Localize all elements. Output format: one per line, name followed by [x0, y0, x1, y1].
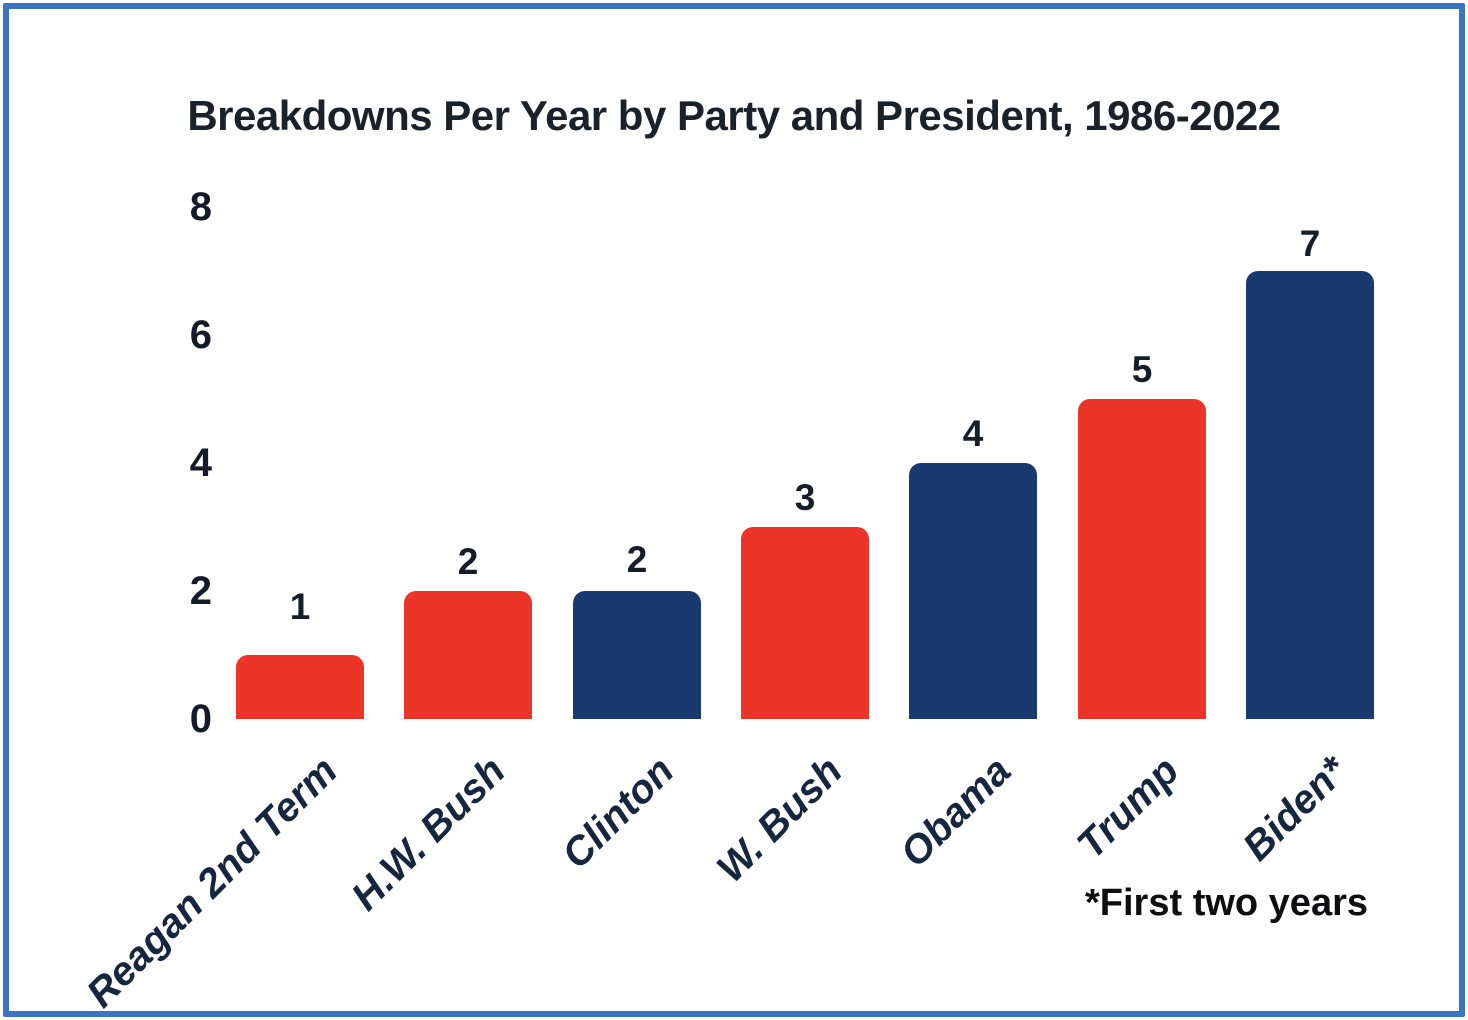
y-tick-label-4: 4	[189, 441, 212, 485]
bar-value-label-biden: 7	[1299, 223, 1321, 264]
bar-value-label-h-w-bush: 2	[457, 541, 479, 582]
x-axis-label-obama: Obama	[892, 748, 1020, 876]
y-tick-label-0: 0	[189, 697, 212, 741]
bar-value-label-w-bush: 3	[794, 477, 816, 518]
x-axis-label-h-w-bush: H.W. Bush	[343, 748, 515, 920]
bar-value-label-obama: 4	[962, 413, 984, 454]
bar-value-label-clinton: 2	[626, 539, 648, 580]
bar-reagan-2nd-term	[236, 655, 364, 719]
bar-biden	[1246, 271, 1374, 719]
x-axis-label-w-bush: W. Bush	[708, 748, 851, 891]
bar-h-w-bush	[404, 591, 532, 719]
x-axis-label-reagan-2nd-term: Reagan 2nd Term	[78, 748, 346, 1016]
x-axis-label-biden: Biden*	[1234, 748, 1356, 870]
y-tick-label-6: 6	[189, 313, 212, 357]
bar-value-label-reagan-2nd-term: 1	[289, 586, 311, 627]
footnote: *First two years	[1085, 882, 1368, 924]
x-axis-label-trump: Trump	[1068, 748, 1188, 868]
y-tick-label-2: 2	[189, 569, 212, 613]
bar-w-bush	[741, 527, 869, 719]
bar-value-label-trump: 5	[1131, 349, 1153, 390]
chart-title: Breakdowns Per Year by Party and Preside…	[187, 92, 1281, 139]
x-axis-label-clinton: Clinton	[553, 748, 683, 878]
y-tick-label-8: 8	[189, 185, 212, 229]
bar-obama	[909, 463, 1037, 719]
bar-clinton	[573, 591, 701, 719]
bar-trump	[1078, 399, 1206, 719]
